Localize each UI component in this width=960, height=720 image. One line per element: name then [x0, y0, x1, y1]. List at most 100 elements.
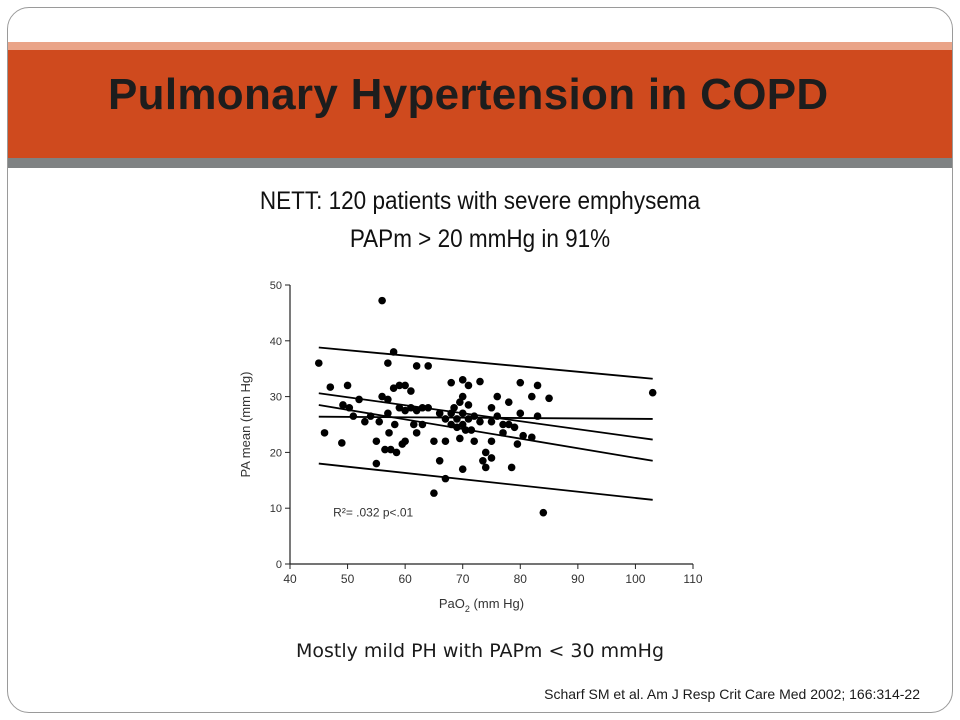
y-tick-label: 0 — [276, 559, 282, 571]
data-point — [479, 456, 487, 465]
title-band — [8, 42, 952, 168]
data-point — [504, 398, 513, 406]
data-point — [476, 417, 484, 426]
x-axis-label-unit: (mm Hg) — [470, 596, 524, 611]
data-point — [458, 376, 467, 384]
data-point — [424, 362, 432, 370]
data-point — [385, 429, 393, 437]
data-point — [516, 409, 525, 418]
data-point — [430, 437, 438, 446]
data-point — [487, 417, 496, 426]
data-point — [372, 437, 381, 446]
data-point — [467, 426, 476, 434]
data-point — [513, 440, 522, 448]
data-point — [339, 401, 347, 409]
x-axis-label: PaO2 (mm Hg) — [439, 596, 524, 614]
data-point — [430, 489, 438, 497]
data-point — [435, 456, 444, 465]
data-point — [378, 392, 386, 401]
data-point — [355, 395, 363, 404]
data-point — [456, 434, 464, 443]
chart-points — [314, 296, 657, 517]
data-point — [453, 415, 461, 423]
y-tick-label: 20 — [270, 447, 282, 459]
data-point — [470, 412, 479, 420]
data-point — [392, 448, 401, 457]
data-point — [390, 420, 399, 429]
data-point — [447, 378, 455, 387]
data-point — [648, 388, 657, 397]
y-tick-label: 40 — [270, 336, 282, 348]
data-point — [375, 417, 384, 426]
x-tick-label: 60 — [398, 572, 412, 586]
data-point — [539, 508, 548, 517]
y-tick-label: 10 — [270, 503, 282, 515]
data-point — [528, 392, 536, 401]
data-point — [458, 465, 467, 473]
data-point — [384, 395, 392, 404]
data-point — [507, 463, 516, 472]
data-point — [456, 398, 464, 406]
data-point — [441, 437, 450, 446]
data-point — [458, 420, 467, 429]
data-point — [338, 439, 346, 447]
fit-line-ci-lower — [318, 415, 653, 420]
caption: Mostly mild PH with PAPm < 30 mmHg — [295, 640, 664, 662]
slide-frame — [7, 7, 953, 713]
data-point — [504, 420, 513, 429]
chart-ticks: 0 10 20 30 40 50 40 50 60 70 80 90 100 110 — [270, 280, 703, 586]
data-point — [481, 463, 490, 472]
data-point — [320, 429, 329, 437]
data-point — [461, 426, 470, 434]
data-point — [418, 403, 427, 412]
x-axis-label-subscript: 2 — [465, 604, 470, 614]
x-tick-label: 80 — [514, 572, 528, 586]
data-point — [418, 420, 427, 429]
data-point — [412, 362, 421, 370]
chart-annotation: R²= .032 p<.01 — [333, 506, 413, 520]
x-tick-label: 110 — [683, 572, 702, 586]
subtitle-line-2: PAPm > 20 mmHg in 91% — [349, 225, 611, 253]
data-point — [366, 412, 375, 420]
data-point — [450, 403, 458, 412]
x-tick-label: 90 — [571, 572, 585, 586]
chart-axes — [289, 285, 693, 565]
data-point — [487, 437, 496, 446]
data-point — [395, 403, 404, 412]
scatter-chart: 0 10 20 30 40 50 40 50 60 70 80 90 100 110 R²= .032 p… — [238, 280, 703, 614]
fit-line-regression — [318, 404, 653, 462]
data-point — [395, 381, 404, 390]
fit-line-lower-bound — [318, 462, 653, 501]
y-tick-label: 50 — [270, 280, 282, 292]
data-point — [476, 377, 484, 386]
data-point — [481, 448, 490, 457]
data-point — [464, 381, 473, 390]
fit-line-ci-upper — [318, 392, 653, 441]
citation: Scharf SM et al. Am J Resp Crit Care Med… — [544, 686, 920, 702]
data-point — [381, 445, 389, 454]
data-point — [401, 406, 409, 415]
data-point — [499, 420, 507, 429]
x-tick-label: 70 — [456, 572, 470, 586]
data-point — [533, 412, 542, 420]
data-point — [349, 412, 358, 420]
data-point — [464, 401, 473, 409]
data-point — [447, 409, 455, 418]
data-point — [453, 423, 461, 432]
data-point — [487, 454, 496, 462]
y-axis-label: PA mean (mm Hg) — [238, 372, 253, 478]
data-point — [516, 378, 525, 387]
data-point — [389, 348, 398, 356]
data-point — [499, 429, 507, 437]
data-point — [384, 359, 392, 367]
data-point — [493, 392, 502, 401]
data-point — [409, 420, 418, 429]
data-point — [345, 403, 354, 412]
data-point — [510, 423, 519, 432]
chart-lines — [318, 346, 653, 501]
data-point — [407, 403, 415, 412]
data-point — [378, 296, 386, 305]
data-point — [528, 433, 536, 442]
data-point — [386, 445, 395, 454]
data-point — [487, 403, 496, 412]
